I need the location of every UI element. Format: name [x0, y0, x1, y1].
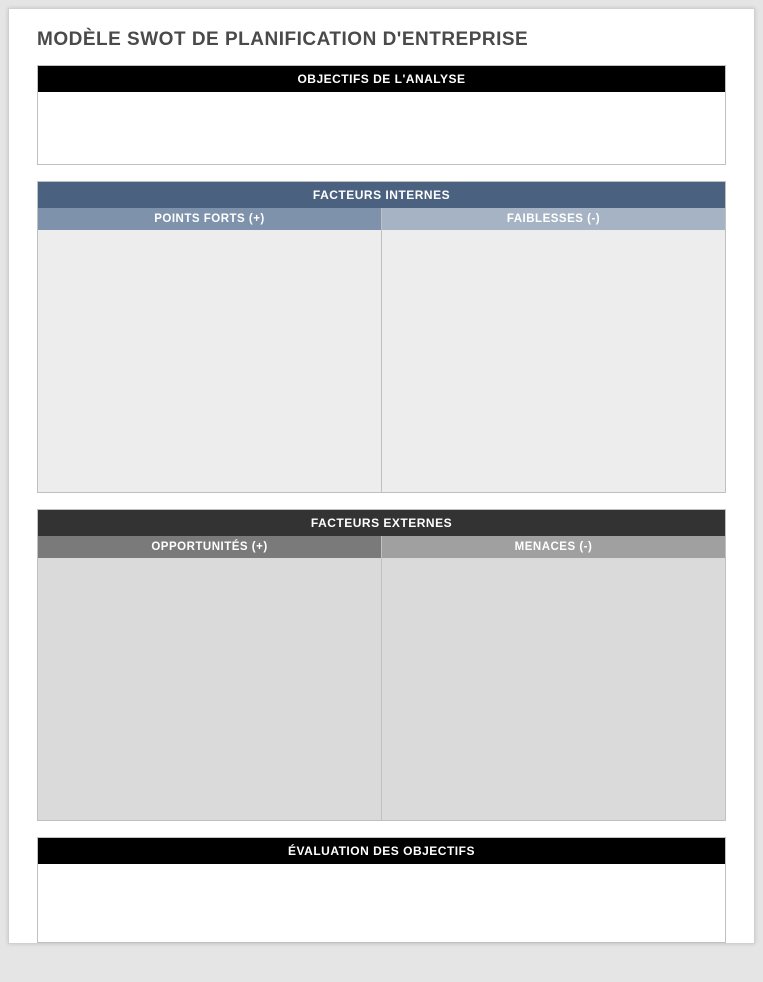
internal-body-row — [38, 230, 725, 492]
objectives-header: OBJECTIFS DE L'ANALYSE — [38, 66, 725, 92]
internal-subheaders: POINTS FORTS (+) FAIBLESSES (-) — [38, 208, 725, 230]
section-external: FACTEURS EXTERNES OPPORTUNITÉS (+) MENAC… — [37, 509, 726, 821]
evaluation-header: ÉVALUATION DES OBJECTIFS — [38, 838, 725, 864]
page-title: MODÈLE SWOT DE PLANIFICATION D'ENTREPRIS… — [37, 29, 726, 51]
page: MODÈLE SWOT DE PLANIFICATION D'ENTREPRIS… — [8, 8, 755, 944]
internal-strengths-header: POINTS FORTS (+) — [38, 208, 382, 230]
external-threats-header: MENACES (-) — [382, 536, 725, 558]
internal-weaknesses-cell[interactable] — [382, 230, 725, 492]
evaluation-body[interactable] — [38, 864, 725, 942]
external-header: FACTEURS EXTERNES — [38, 510, 725, 536]
external-opportunities-cell[interactable] — [38, 558, 382, 820]
internal-strengths-cell[interactable] — [38, 230, 382, 492]
section-internal: FACTEURS INTERNES POINTS FORTS (+) FAIBL… — [37, 181, 726, 493]
internal-weaknesses-header: FAIBLESSES (-) — [382, 208, 725, 230]
section-evaluation: ÉVALUATION DES OBJECTIFS — [37, 837, 726, 943]
external-threats-cell[interactable] — [382, 558, 725, 820]
section-objectives: OBJECTIFS DE L'ANALYSE — [37, 65, 726, 165]
external-subheaders: OPPORTUNITÉS (+) MENACES (-) — [38, 536, 725, 558]
external-body-row — [38, 558, 725, 820]
internal-header: FACTEURS INTERNES — [38, 182, 725, 208]
objectives-body[interactable] — [38, 92, 725, 164]
external-opportunities-header: OPPORTUNITÉS (+) — [38, 536, 382, 558]
